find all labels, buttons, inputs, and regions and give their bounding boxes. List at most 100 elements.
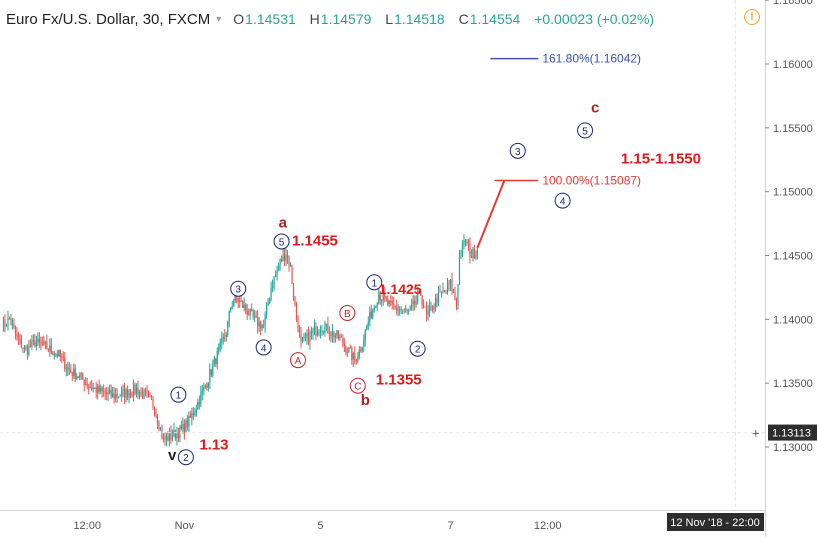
candle-body — [194, 412, 196, 415]
candle-body — [405, 308, 407, 310]
candle-body — [476, 249, 479, 255]
candle-body — [164, 437, 166, 440]
candle-body — [100, 387, 102, 392]
candle-body — [258, 321, 260, 327]
candle-body — [280, 258, 283, 262]
candle-body — [325, 323, 328, 327]
candle-body — [16, 334, 18, 337]
candle-body — [309, 332, 311, 343]
candle-body — [71, 372, 73, 376]
candle-body — [141, 391, 144, 398]
candle-body — [210, 369, 212, 375]
low-label: L — [385, 11, 394, 27]
candle-body — [197, 402, 199, 410]
candle-body — [264, 314, 266, 326]
candle-body — [446, 283, 449, 290]
candle-body — [364, 329, 366, 340]
candle-body — [357, 357, 359, 362]
y-tick-label: 1.15500 — [773, 123, 813, 135]
candle-body — [440, 291, 443, 293]
candle-body — [191, 413, 193, 418]
candle-body — [289, 265, 292, 267]
candle-body — [394, 305, 396, 308]
candle-body — [399, 309, 401, 311]
candle-body — [23, 346, 26, 349]
candle-body — [327, 323, 329, 334]
candle-body — [213, 358, 215, 365]
alert-circle-icon[interactable]: ! — [744, 9, 760, 25]
candle-body — [237, 297, 239, 302]
y-tick-label: 1.14000 — [773, 314, 813, 326]
candle-body — [461, 244, 464, 257]
candle-body — [352, 353, 354, 360]
candle-body — [29, 346, 32, 348]
candle-body — [303, 336, 305, 339]
candle-body — [285, 255, 287, 261]
candle-body — [312, 329, 314, 333]
wave-count-label: 4 — [560, 197, 566, 208]
candle-body — [171, 436, 174, 440]
fib-level-label: 161.80%(1.16042) — [542, 52, 641, 66]
candle-body — [384, 293, 386, 297]
candle-body — [452, 291, 455, 293]
candle-body — [425, 306, 428, 315]
candle-body — [162, 437, 165, 439]
candle-body — [330, 335, 332, 337]
candle-body — [367, 321, 369, 326]
candle-body — [126, 389, 129, 398]
candle-body — [182, 423, 184, 429]
candle-body — [361, 346, 363, 352]
x-tick-label: 12:00 — [534, 520, 562, 532]
candle-body — [152, 399, 154, 408]
candle-body — [14, 327, 17, 335]
candle-body — [334, 335, 336, 338]
candle-body — [366, 325, 368, 330]
candle-body — [455, 299, 458, 306]
candle-body — [397, 309, 399, 311]
wave-count-label: 5 — [582, 126, 588, 137]
candle-body — [138, 392, 141, 395]
projection-line — [476, 180, 506, 249]
candle-body — [315, 326, 317, 336]
candle-body — [431, 305, 434, 310]
candle-body — [49, 345, 51, 351]
candle-body — [212, 364, 214, 375]
candle-body — [98, 385, 100, 392]
candle-body — [400, 309, 402, 311]
candle-body — [321, 330, 323, 332]
candle-body — [458, 257, 461, 285]
candle-body — [135, 388, 138, 394]
candle-body — [451, 279, 453, 292]
candle-body — [8, 317, 11, 319]
candle-body — [52, 352, 54, 356]
candle-body — [89, 387, 91, 389]
candle-body — [165, 436, 168, 440]
candle-body — [294, 296, 296, 305]
candle-body — [65, 368, 67, 370]
candle-body — [44, 341, 46, 343]
candle-body — [228, 310, 230, 321]
candle-body — [428, 306, 431, 312]
price-annotation: a — [279, 214, 288, 231]
candle-body — [137, 388, 139, 395]
candle-body — [269, 298, 271, 303]
candle-body — [340, 336, 342, 338]
candle-body — [351, 348, 353, 360]
candle-body — [339, 336, 341, 339]
candle-body — [233, 300, 235, 307]
candle-body — [19, 339, 21, 341]
candle-body — [73, 368, 75, 376]
candle-body — [50, 345, 52, 353]
candle-body — [379, 294, 381, 301]
symbol-title[interactable]: Euro Fx/U.S. Dollar, 30, FXCM — [6, 10, 211, 28]
candle-body — [422, 304, 425, 308]
candle-body — [38, 338, 40, 343]
candle-body — [31, 340, 33, 348]
candle-body — [85, 383, 87, 386]
y-tick-label: 1.16500 — [773, 0, 813, 7]
wave-count-label: A — [295, 356, 302, 367]
candle-body — [150, 396, 153, 400]
chevron-down-icon[interactable]: ▾ — [216, 13, 222, 25]
